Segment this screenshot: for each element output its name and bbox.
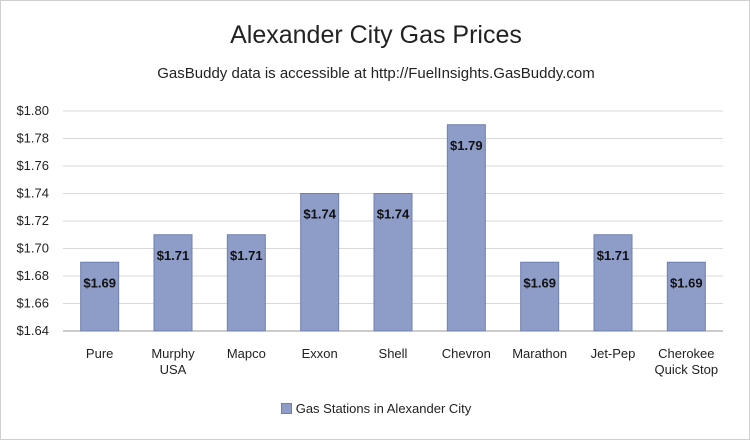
y-tick-label: $1.68 [16,268,49,283]
bar [373,193,413,332]
bar [666,261,706,332]
x-tick-label: Pure [86,346,113,361]
chart-subtitle: GasBuddy data is accessible at http://Fu… [157,65,595,82]
legend: Gas Stations in Alexander City [1,401,750,416]
x-tick-label-line: Shell [379,346,408,361]
x-tick-label-line: USA [160,362,187,377]
y-tick-label: $1.78 [16,131,49,146]
x-tick-label: Mapco [227,346,266,361]
data-label: $1.74 [377,207,410,222]
x-tick-label-line: Jet-Pep [591,346,636,361]
y-tick-label: $1.76 [16,158,49,173]
bar [593,234,633,332]
x-tick-label: Murphy USA [151,346,195,377]
x-tick-label-line: Quick Stop [655,362,719,377]
y-tick-label: $1.72 [16,213,49,228]
x-tick-label-line: Chevron [442,346,491,361]
y-tick-label: $1.80 [16,103,49,118]
x-tick-label: Exxon [302,346,338,361]
x-tick-label-line: Marathon [512,346,567,361]
bar [226,234,266,332]
data-label: $1.74 [303,207,336,222]
data-label: $1.69 [670,275,703,290]
x-tick-label: Cherokee Quick Stop [655,346,719,377]
x-tick-label-line: Pure [86,346,113,361]
data-label: $1.69 [523,275,556,290]
legend-swatch [280,403,292,414]
chart-title: Alexander City Gas Prices [230,21,522,49]
x-tick-label-line: Mapco [227,346,266,361]
x-tick-label: Marathon [512,346,567,361]
x-tick-label-line: Murphy [151,346,195,361]
bar [300,193,340,332]
x-tick-label: Jet-Pep [591,346,636,361]
data-label: $1.69 [83,275,116,290]
data-label: $1.71 [230,248,263,263]
y-tick-label: $1.66 [16,296,49,311]
x-tick-label-line: Exxon [302,346,338,361]
data-label: $1.79 [450,138,483,153]
data-label: $1.71 [157,248,190,263]
bar [520,261,560,332]
bar [80,261,120,332]
y-tick-label: $1.74 [16,186,49,201]
bar [153,234,193,332]
y-tick-label: $1.70 [16,241,49,256]
x-tick-label: Shell [379,346,408,361]
bar [446,124,486,332]
x-tick-label: Chevron [442,346,491,361]
y-tick-label: $1.64 [16,323,49,338]
legend-label: Gas Stations in Alexander City [295,401,472,416]
x-tick-label-line: Cherokee [658,346,714,361]
data-label: $1.71 [597,248,630,263]
